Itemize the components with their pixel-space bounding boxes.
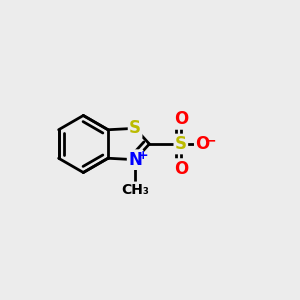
Text: S: S bbox=[129, 119, 141, 137]
Text: O: O bbox=[174, 160, 188, 178]
Text: −: − bbox=[204, 134, 216, 147]
Text: +: + bbox=[138, 149, 148, 162]
Text: O: O bbox=[174, 110, 188, 128]
Text: O: O bbox=[195, 135, 209, 153]
Text: N: N bbox=[128, 151, 142, 169]
Text: S: S bbox=[175, 135, 187, 153]
Text: CH₃: CH₃ bbox=[121, 183, 149, 197]
